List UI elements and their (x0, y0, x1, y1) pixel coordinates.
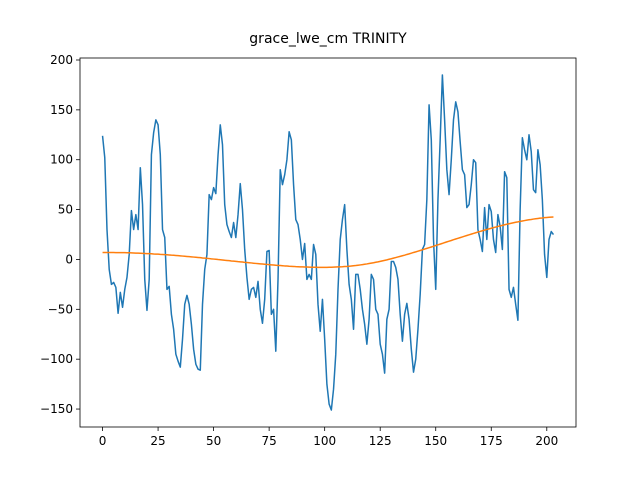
chart-title: grace_lwe_cm TRINITY (249, 31, 407, 47)
x-tick-label: 100 (313, 434, 336, 448)
x-tick-label: 25 (150, 434, 165, 448)
x-tick-label: 0 (99, 434, 107, 448)
x-tick-label: 125 (369, 434, 392, 448)
x-tick-label: 50 (206, 434, 221, 448)
plot-frame (79, 57, 577, 428)
y-tick-label: 50 (58, 203, 73, 217)
y-tick-label: −150 (40, 402, 73, 416)
y-tick-label: 100 (50, 153, 73, 167)
y-tick-label: −50 (48, 302, 73, 316)
x-tick-label: 150 (424, 434, 447, 448)
data-line (102, 216, 554, 269)
x-tick-label: 175 (480, 434, 503, 448)
y-tick-label: 150 (50, 103, 73, 117)
x-tick-label: 75 (261, 434, 276, 448)
y-tick-label: 200 (50, 53, 73, 67)
y-tick-label: −100 (40, 352, 73, 366)
x-tick-label: 200 (535, 434, 558, 448)
data-line (101, 74, 555, 411)
y-tick-label: 0 (65, 252, 73, 266)
